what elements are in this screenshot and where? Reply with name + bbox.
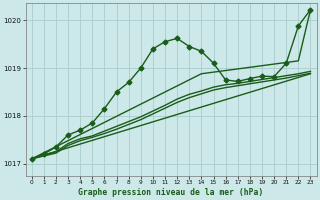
X-axis label: Graphe pression niveau de la mer (hPa): Graphe pression niveau de la mer (hPa) xyxy=(78,188,264,197)
